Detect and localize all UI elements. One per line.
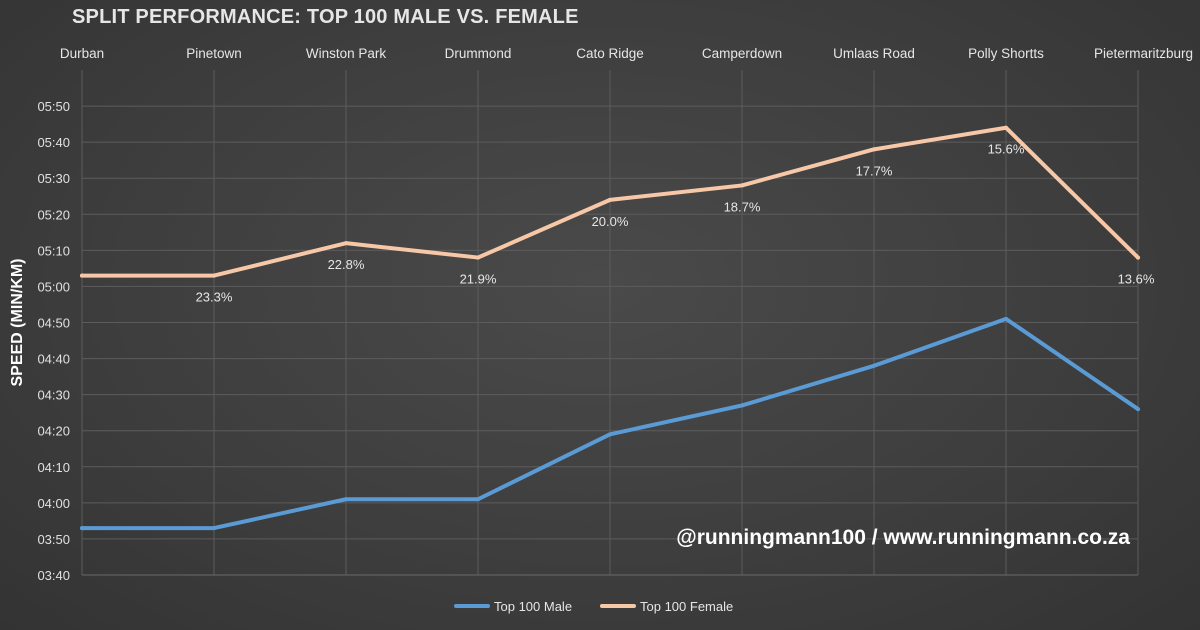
data-label: 15.6% [988, 142, 1025, 157]
x-category-label: Camperdown [702, 46, 782, 61]
y-tick-label: 05:50 [37, 99, 70, 114]
y-tick-label: 03:40 [37, 568, 70, 583]
y-tick-label: 05:20 [37, 207, 70, 222]
data-label: 13.6% [1118, 272, 1155, 287]
data-label: 21.9% [460, 272, 497, 287]
data-label: 18.7% [724, 199, 761, 214]
x-category-label: Durban [60, 46, 104, 61]
x-category-label: Cato Ridge [576, 46, 644, 61]
data-point [740, 403, 744, 408]
data-label: 17.7% [856, 163, 893, 178]
data-point [80, 273, 84, 278]
legend-label: Top 100 Male [494, 599, 572, 614]
data-point [344, 497, 348, 502]
watermark-text: @runningmann100 / www.runningmann.co.za [676, 526, 1130, 549]
y-tick-label: 05:10 [37, 243, 70, 258]
data-point [476, 255, 480, 260]
y-tick-label: 04:40 [37, 352, 70, 367]
data-point [740, 183, 744, 188]
data-point [212, 273, 216, 278]
data-point [1004, 316, 1008, 321]
data-point [1136, 255, 1140, 260]
y-axis-title: SPEED (MIN/KM) [9, 259, 26, 387]
data-point [608, 432, 612, 437]
data-point [872, 363, 876, 368]
data-point [1004, 125, 1008, 130]
legend-label: Top 100 Female [640, 599, 733, 614]
y-tick-label: 04:50 [37, 316, 70, 331]
x-category-label: Winston Park [306, 46, 387, 61]
y-tick-label: 04:20 [37, 424, 70, 439]
data-label: 23.3% [196, 290, 233, 305]
y-tick-label: 04:10 [37, 460, 70, 475]
y-tick-label: 05:00 [37, 279, 70, 294]
data-point [212, 526, 216, 531]
x-category-label: Pinetown [186, 46, 242, 61]
data-point [608, 197, 612, 202]
data-point [1136, 407, 1140, 412]
y-tick-label: 03:50 [37, 532, 70, 547]
x-category-label: Polly Shortts [968, 46, 1044, 61]
data-point [80, 526, 84, 531]
data-label: 20.0% [592, 214, 629, 229]
y-tick-label: 04:00 [37, 496, 70, 511]
data-point [872, 147, 876, 152]
x-category-label: Drummond [445, 46, 512, 61]
data-label: 22.8% [328, 257, 365, 272]
data-point [344, 241, 348, 246]
x-category-label: Pietermaritzburg [1094, 46, 1193, 61]
chart-title: SPLIT PERFORMANCE: TOP 100 MALE VS. FEMA… [72, 6, 579, 28]
data-point [476, 497, 480, 502]
y-tick-label: 05:30 [37, 171, 70, 186]
y-tick-label: 04:30 [37, 388, 70, 403]
x-category-label: Umlaas Road [833, 46, 915, 61]
y-tick-label: 05:40 [37, 135, 70, 150]
